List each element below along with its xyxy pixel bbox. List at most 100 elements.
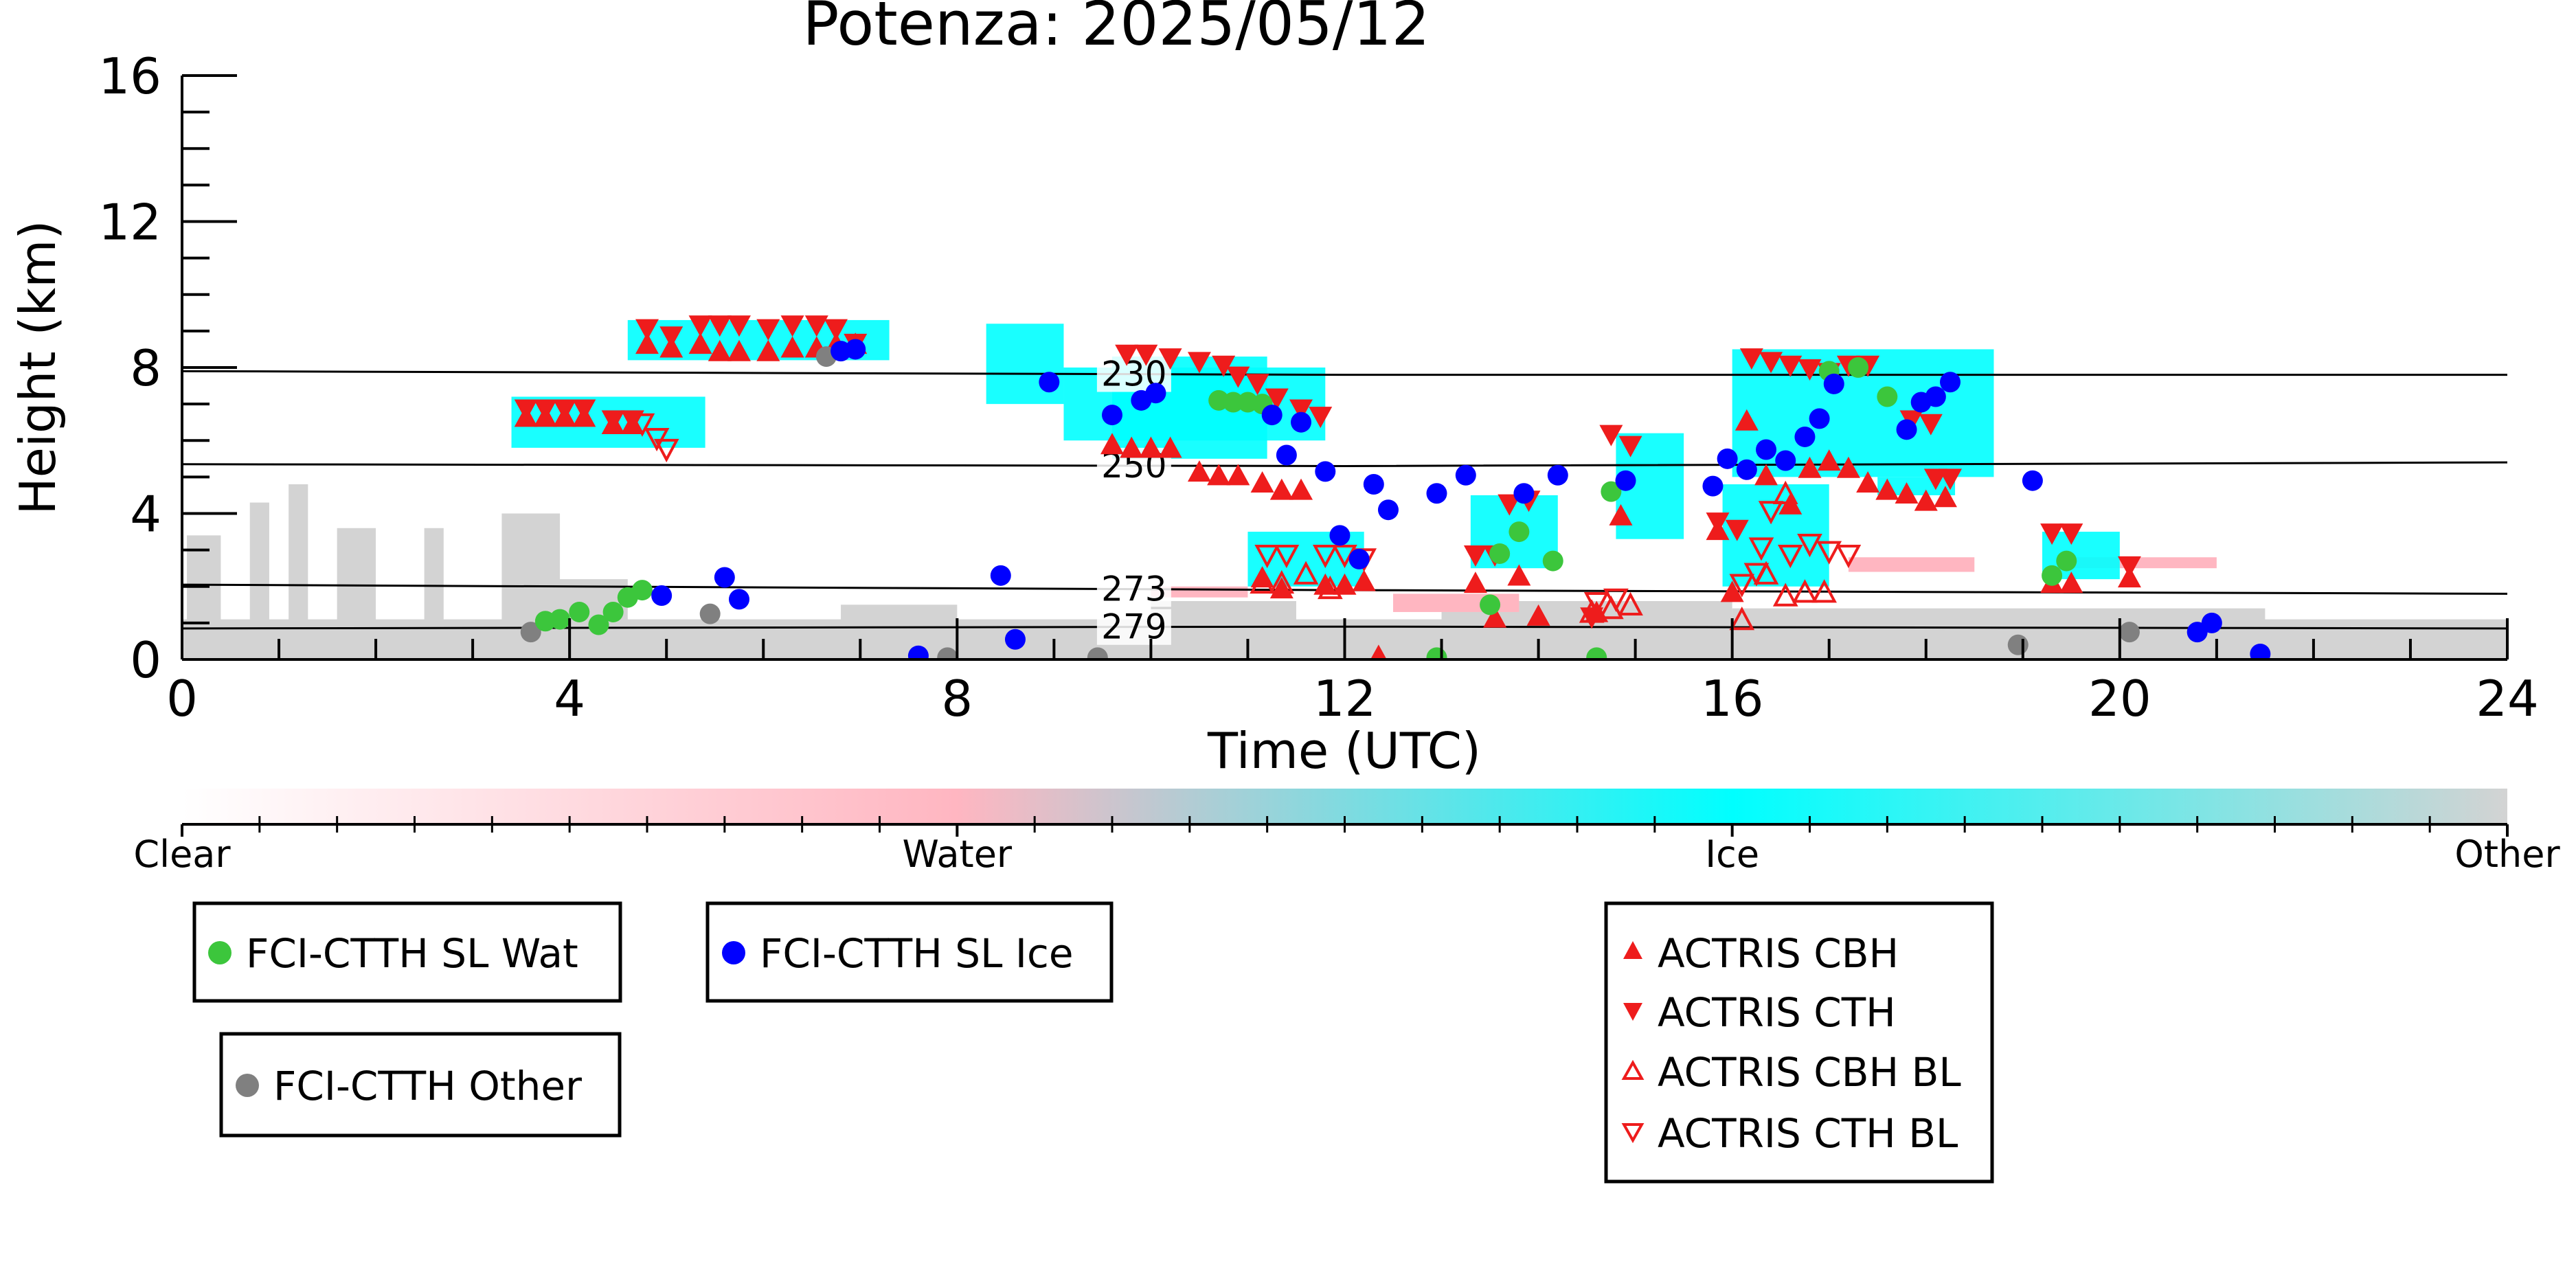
point-fci-ctth-sl-ice: [1513, 483, 1535, 504]
point-actris-cth: [1778, 355, 1803, 377]
point-fci-ctth-sl-ice: [728, 589, 749, 610]
point-actris-cth: [1187, 352, 1211, 374]
point-actris-cbh: [1754, 464, 1778, 486]
data-points: [514, 315, 2271, 659]
point-actris-cth: [553, 399, 577, 421]
legend-frame: [219, 1032, 622, 1138]
point-actris-cbh: [1269, 577, 1293, 599]
point-fci-ctth-sl-ice: [714, 567, 735, 588]
y-axis-label: Height (km): [9, 221, 67, 515]
legend-marker-other: [236, 1074, 259, 1097]
point-actris-cth: [1939, 468, 1963, 490]
y-tick-label: 16: [98, 47, 161, 105]
point-actris-cbh: [1933, 486, 1957, 508]
legend-frame: [705, 901, 1114, 1003]
point-actris-cth: [2117, 556, 2141, 578]
point-actris-cbh: [1207, 464, 1231, 486]
point-actris-cth: [601, 410, 625, 432]
isotherm-line-250: [181, 461, 2508, 467]
point-actris-cth: [708, 315, 732, 337]
point-actris-cbh: [1609, 504, 1633, 526]
y-tick-label: 12: [98, 194, 161, 251]
point-actris-cth-bl: [1254, 544, 1280, 569]
point-fci-ctth-sl-ice: [1291, 411, 1312, 433]
point-actris-cbh: [1735, 409, 1759, 431]
point-actris-cbh: [1895, 482, 1919, 504]
point-fci-ctth-other: [1087, 647, 1108, 659]
point-fci-ctth-sl-ice: [1455, 464, 1476, 486]
point-fci-ctth-sl-wat: [1848, 357, 1869, 378]
point-fci-ctth-sl-ice: [1702, 475, 1724, 497]
point-fci-ctth-sl-ice: [1329, 525, 1351, 546]
point-actris-cth: [1498, 494, 1522, 516]
point-fci-ctth-sl-wat: [1509, 521, 1530, 543]
point-fci-ctth-sl-ice: [1261, 405, 1283, 426]
point-fci-ctth-sl-ice: [1363, 474, 1384, 495]
layer-other: [337, 528, 376, 659]
point-fci-ctth-sl-ice: [1896, 419, 1917, 440]
point-actris-cbh: [1250, 566, 1274, 588]
isotherm-label-279: 279: [1101, 607, 1166, 647]
point-fci-ctth-sl-ice: [651, 585, 673, 607]
classification-layers: [182, 319, 2507, 659]
point-actris-cth: [2059, 523, 2083, 545]
point-fci-ctth-sl-wat: [1601, 481, 1622, 502]
layer-other: [1732, 608, 2266, 659]
point-actris-cth: [804, 315, 828, 337]
point-fci-ctth-other: [2007, 634, 2029, 655]
point-actris-cth: [1265, 388, 1289, 410]
point-fci-ctth-sl-ice: [1145, 383, 1166, 404]
point-actris-cth: [1618, 436, 1642, 457]
point-actris-cbh-bl: [1729, 606, 1755, 631]
point-actris-cth: [635, 319, 659, 341]
legend-box-sl-wat: FCI-CTTH SL Wat: [192, 901, 622, 1003]
point-actris-cth: [1725, 519, 1749, 541]
legend-frame: [1604, 901, 1994, 1184]
point-fci-ctth-sl-ice: [1315, 461, 1336, 482]
legend-marker-cbh: [1623, 941, 1642, 959]
isotherm-label-273: 273: [1101, 569, 1166, 609]
point-actris-cth-bl: [1743, 563, 1770, 587]
point-actris-cth: [1245, 374, 1269, 396]
chart-title: Potenza: 2025/05/12: [802, 0, 1430, 59]
point-actris-cbh: [1798, 456, 1822, 478]
legend-label-cth: ACTRIS CTH: [1658, 989, 1896, 1036]
point-fci-ctth-sl-ice: [1426, 483, 1447, 504]
point-actris-cth: [1226, 366, 1250, 388]
point-actris-cth: [727, 315, 751, 337]
y-tick-label: 4: [130, 486, 161, 543]
point-actris-cbh: [708, 339, 732, 361]
point-fci-ctth-sl-wat: [1542, 550, 1563, 572]
point-fci-ctth-sl-ice: [1736, 459, 1757, 480]
point-fci-ctth-sl-ice: [1102, 405, 1122, 426]
point-fci-ctth-sl-wat: [1489, 543, 1511, 564]
point-actris-cbh: [1370, 644, 1387, 659]
point-actris-cbh: [1778, 493, 1803, 515]
point-actris-cth-bl: [1835, 544, 1862, 569]
point-fci-ctth-sl-ice: [1940, 372, 1961, 393]
x-tick-label: 8: [941, 670, 973, 727]
point-actris-cth: [1759, 352, 1783, 374]
point-actris-cth-bl: [653, 438, 679, 463]
legend-box-actris: ACTRIS CBH ACTRIS CTH ACTRIS CBH BL ACTR…: [1604, 901, 1994, 1184]
point-fci-ctth-other: [937, 647, 958, 659]
y-tick-label: 8: [130, 339, 161, 397]
point-fci-ctth-sl-wat: [1223, 392, 1244, 413]
point-actris-cbh-bl: [1772, 583, 1798, 607]
point-actris-cbh: [1120, 436, 1144, 458]
isotherm-label-bg: [1096, 609, 1171, 645]
x-tick-label: 0: [166, 670, 198, 727]
point-actris-cbh: [727, 339, 751, 361]
point-actris-cth: [1919, 414, 1943, 436]
point-fci-ctth-sl-ice: [1615, 470, 1636, 491]
point-actris-cth: [756, 319, 780, 341]
legend-marker-sl-wat: [208, 941, 231, 964]
legend-marker-cth: [1623, 1003, 1642, 1021]
legend-marker-cbh-bl: [1621, 1059, 1645, 1080]
point-actris-cth-bl: [1777, 544, 1803, 569]
x-tick-label: 24: [2476, 670, 2539, 727]
point-actris-cth-bl: [1312, 544, 1338, 569]
point-actris-cth: [1706, 512, 1730, 534]
layer-other: [1151, 601, 1296, 659]
point-actris-cth: [1599, 425, 1623, 447]
